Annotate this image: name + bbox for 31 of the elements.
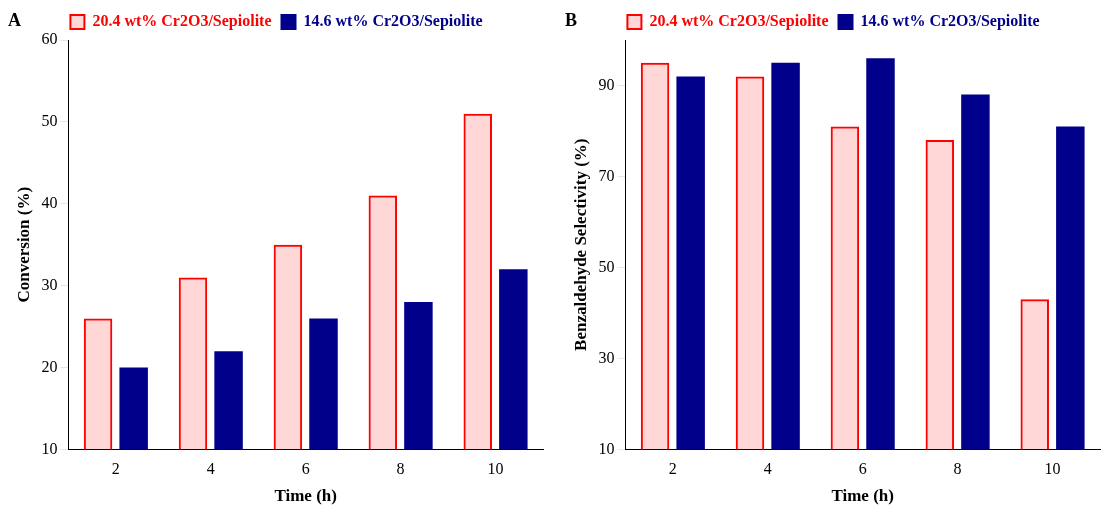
x-tick-label: 10 (1044, 460, 1061, 478)
x-tick-label: 8 (953, 460, 962, 478)
x-axis-title: Time (h) (831, 486, 894, 506)
text: B (565, 9, 578, 30)
x-axis-title: Time (h) (274, 486, 337, 506)
x-tick-label: 10 (487, 460, 504, 478)
text: A (8, 9, 21, 30)
x-tick-label: 6 (301, 460, 310, 478)
legend-label: 20.4 wt% Cr2O3/Sepiolite (92, 12, 272, 31)
x-tick-label: 4 (763, 460, 772, 478)
y-tick-label: 20 (41, 357, 58, 375)
y-tick-label: 50 (41, 112, 58, 130)
y-axis-title: Conversion (%) (13, 186, 33, 303)
y-tick-label: 40 (41, 193, 58, 211)
x-tick-label: 2 (111, 460, 120, 478)
y-tick-label: 30 (598, 348, 615, 366)
y-tick-label: 10 (41, 439, 58, 457)
y-axis-title: Benzaldehyde Selectivity (%) (570, 138, 590, 351)
y-tick-label: 90 (598, 75, 615, 93)
legend-label: 14.6 wt% Cr2O3/Sepiolite (303, 12, 483, 31)
y-tick-label: 10 (598, 439, 615, 457)
y-tick-label: 30 (41, 275, 58, 293)
y-tick-label: 70 (598, 166, 615, 184)
legend-label: 14.6 wt% Cr2O3/Sepiolite (860, 12, 1040, 31)
x-tick-label: 4 (206, 460, 215, 478)
x-tick-label: 6 (858, 460, 867, 478)
y-tick-label: 50 (598, 257, 615, 275)
y-tick-label: 60 (41, 30, 58, 48)
x-tick-label: 8 (396, 460, 405, 478)
x-tick-label: 2 (668, 460, 677, 478)
legend-label: 20.4 wt% Cr2O3/Sepiolite (649, 12, 829, 31)
